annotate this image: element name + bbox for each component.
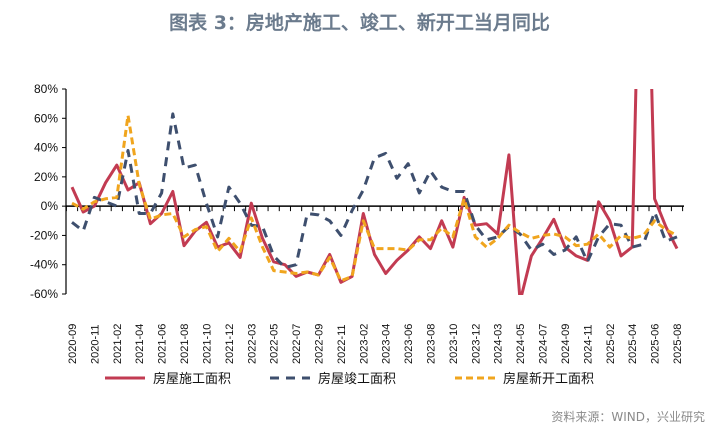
y-tick-label: 60% [34,111,58,125]
x-tick-label: 2024-03 [493,324,505,364]
y-tick-label: 80% [34,82,58,96]
x-tick-label: 2021-08 [179,324,191,364]
x-tick-label: 2022-11 [336,324,348,364]
x-tick-label: 2022-05 [269,324,281,364]
y-tick-label: 0% [41,199,59,213]
series-line-1 [70,89,679,295]
x-tick-label: 2023-10 [448,324,460,364]
x-tick-label: 2024-11 [582,324,594,364]
legend-label-2: 房屋竣工面积 [318,371,396,387]
x-tick-label: 2021-12 [224,324,236,364]
x-tick-label: 2022-03 [246,324,258,364]
x-tick-label: 2025-08 [672,324,684,364]
series-line-3 [71,113,678,283]
x-tick-label: 2025-06 [650,324,662,364]
x-tick-label: 2021-02 [112,324,124,364]
legend-label-1: 房屋施工面积 [153,371,231,387]
x-tick-label: 2025-02 [605,324,617,364]
x-tick-label: 2023-04 [381,324,393,364]
source-note: 资料来源：WIND，兴业研究 [551,410,705,424]
x-tick-label: 2023-08 [426,324,438,364]
x-tick-label: 2021-04 [134,324,146,364]
y-tick-label: 40% [34,141,58,155]
x-tick-label: 2023-12 [470,324,482,364]
series-line-2 [71,112,678,270]
x-tick-label: 2021-06 [157,324,169,364]
x-tick-label: 2024-05 [515,324,527,364]
y-tick-label: -40% [30,258,58,272]
x-tick-label: 2022-09 [313,324,325,364]
x-tick-label: 2025-04 [627,324,639,364]
x-tick-label: 2023-06 [403,324,415,364]
x-tick-label: 2022-07 [291,324,303,364]
x-tick-label: 2024-07 [538,324,550,364]
y-tick-label: -60% [30,287,58,301]
legend-label-3: 房屋新开工面积 [503,371,594,387]
x-tick-label: 2024-09 [560,324,572,364]
x-tick-label: 2023-02 [358,324,370,364]
x-tick-label: 2021-10 [201,324,213,364]
y-tick-label: -20% [30,228,58,242]
y-tick-label: 20% [34,170,58,184]
chart-title: 图表 3：房地产施工、竣工、新开工当月同比 [169,12,550,34]
x-tick-label: 2020-11 [89,324,101,364]
x-tick-label: 2020-09 [67,324,79,364]
